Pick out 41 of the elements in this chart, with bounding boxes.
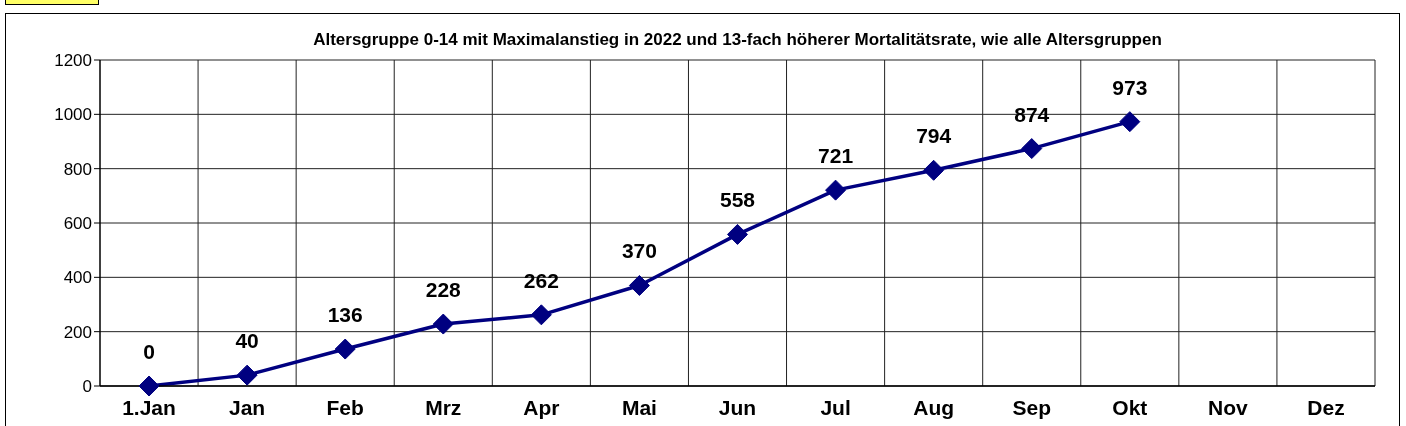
- x-tick-label: Apr: [523, 396, 560, 419]
- point: [138, 375, 160, 397]
- data-label: 40: [235, 329, 259, 353]
- x-tick-label: Sep: [1012, 396, 1051, 419]
- y-tick-label: 400: [63, 268, 92, 288]
- point: [334, 338, 356, 360]
- y-tick-label: 1200: [54, 51, 92, 71]
- x-tick-label: Mrz: [425, 396, 462, 419]
- point: [1021, 138, 1043, 160]
- x-tick-label: 1.Jan: [122, 396, 176, 419]
- y-tick-label: 1000: [54, 105, 92, 125]
- data-label: 721: [818, 144, 854, 168]
- point: [530, 304, 552, 326]
- y-tick-label: 0: [82, 377, 92, 397]
- point: [727, 223, 748, 245]
- data-label: 136: [327, 303, 363, 327]
- data-label: 228: [425, 278, 462, 302]
- x-tick-label: Jul: [820, 396, 851, 419]
- point: [923, 159, 945, 181]
- x-tick-label: Okt: [1112, 396, 1148, 419]
- data-label: 0: [143, 340, 155, 363]
- y-tick-label: 800: [63, 159, 92, 179]
- data-label: 558: [719, 188, 756, 212]
- data-label: 794: [916, 124, 952, 148]
- x-tick-label: Feb: [326, 396, 364, 419]
- x-tick-label: Nov: [1208, 396, 1249, 419]
- y-tick-label: 200: [63, 322, 92, 342]
- x-tick-label: Mai: [621, 396, 657, 419]
- point: [1119, 111, 1141, 133]
- x-tick-label: Jun: [718, 396, 757, 419]
- y-tick-label: 600: [63, 214, 92, 234]
- x-tick-label: Dez: [1307, 396, 1345, 419]
- point: [628, 274, 650, 296]
- point: [825, 179, 847, 201]
- x-tick-label: Jan: [229, 396, 266, 419]
- data-label: 973: [1112, 75, 1148, 99]
- x-tick-label: Aug: [913, 396, 955, 419]
- point: [236, 364, 258, 386]
- point: [432, 313, 454, 335]
- chart-title: Altersgruppe 0-14 mit Maximalanstieg in 2022 und 13-fach höherer Mortalitätsrate, wie alle Altersgruppen: [312, 30, 1163, 50]
- data-label: 370: [621, 239, 657, 263]
